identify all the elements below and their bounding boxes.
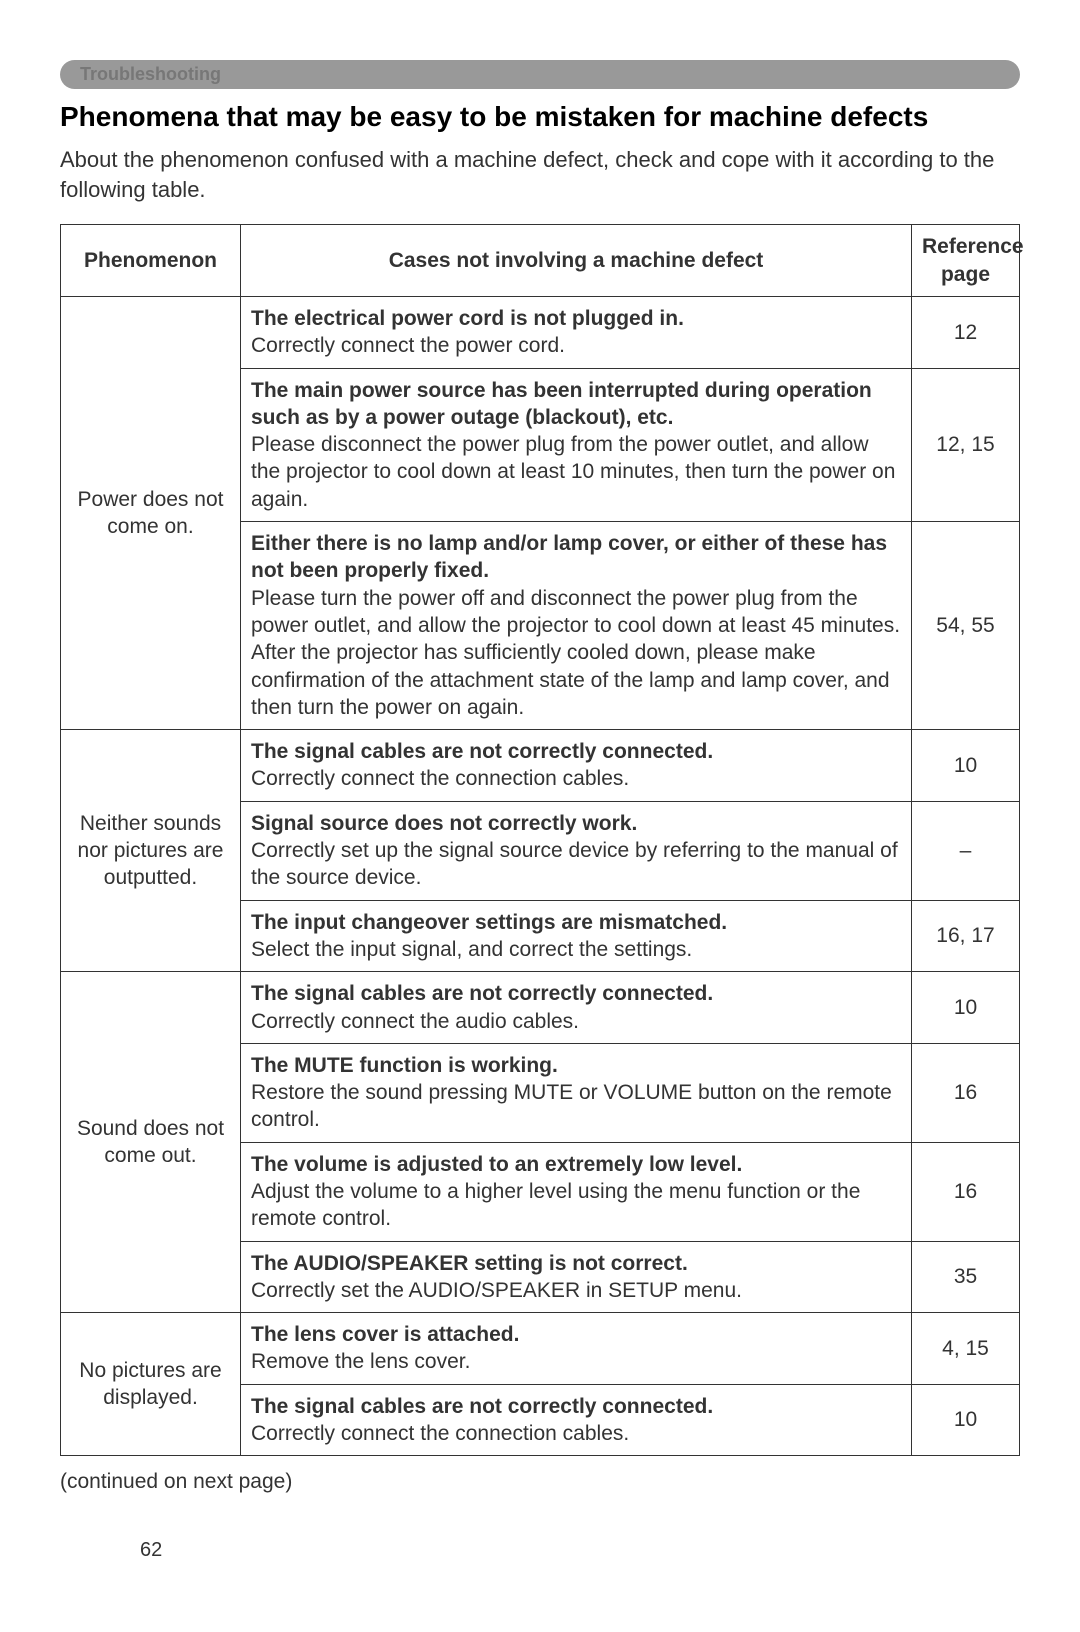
case-desc: Please disconnect the power plug from th… xyxy=(251,431,901,513)
case-desc: Restore the sound pressing MUTE or VOLUM… xyxy=(251,1079,901,1134)
case-desc: Please turn the power off and disconnect… xyxy=(251,585,901,721)
continued-text: (continued on next page) xyxy=(60,1470,1020,1494)
page-cell: 54, 55 xyxy=(912,522,1020,730)
phenomenon-cell: Neither sounds nor pictures are outputte… xyxy=(61,730,241,972)
page-cell: 12, 15 xyxy=(912,368,1020,521)
case-cell: Either there is no lamp and/or lamp cove… xyxy=(241,522,912,730)
th-phenomenon: Phenomenon xyxy=(61,225,241,297)
case-desc: Correctly set the AUDIO/SPEAKER in SETUP… xyxy=(251,1277,901,1304)
page-cell: 10 xyxy=(912,1384,1020,1456)
troubleshooting-table: Phenomenon Cases not involving a machine… xyxy=(60,224,1020,1456)
th-cases: Cases not involving a machine defect xyxy=(241,225,912,297)
table-header-row: Phenomenon Cases not involving a machine… xyxy=(61,225,1020,297)
table-row: Sound does not come out. The signal cabl… xyxy=(61,972,1020,1044)
page-cell: 4, 15 xyxy=(912,1313,1020,1385)
case-cell: The MUTE function is working. Restore th… xyxy=(241,1043,912,1142)
phenomenon-cell: Power does not come on. xyxy=(61,296,241,729)
section-tab: Troubleshooting xyxy=(60,60,1020,89)
case-bold: The volume is adjusted to an extremely l… xyxy=(251,1151,901,1178)
case-desc: Correctly connect the connection cables. xyxy=(251,765,901,792)
case-bold: The signal cables are not correctly conn… xyxy=(251,738,901,765)
case-desc: Correctly connect the connection cables. xyxy=(251,1420,901,1447)
page-heading: Phenomena that may be easy to be mistake… xyxy=(60,101,1020,133)
phenomenon-cell: Sound does not come out. xyxy=(61,972,241,1313)
case-bold: Signal source does not correctly work. xyxy=(251,810,901,837)
page-cell: 16, 17 xyxy=(912,900,1020,972)
case-desc: Remove the lens cover. xyxy=(251,1348,901,1375)
case-cell: The AUDIO/SPEAKER setting is not correct… xyxy=(241,1241,912,1313)
case-desc: Correctly connect the power cord. xyxy=(251,332,901,359)
case-cell: The signal cables are not correctly conn… xyxy=(241,1384,912,1456)
page-cell: – xyxy=(912,801,1020,900)
case-desc: Adjust the volume to a higher level usin… xyxy=(251,1178,901,1233)
page-number: 62 xyxy=(140,1539,162,1562)
case-cell: The electrical power cord is not plugged… xyxy=(241,296,912,368)
table-row: Neither sounds nor pictures are outputte… xyxy=(61,730,1020,802)
case-cell: The main power source has been interrupt… xyxy=(241,368,912,521)
case-desc: Correctly connect the audio cables. xyxy=(251,1008,901,1035)
case-bold: The electrical power cord is not plugged… xyxy=(251,305,901,332)
page-cell: 35 xyxy=(912,1241,1020,1313)
case-bold: The lens cover is attached. xyxy=(251,1321,901,1348)
case-bold: The signal cables are not correctly conn… xyxy=(251,980,901,1007)
th-page: Reference page xyxy=(912,225,1020,297)
intro-paragraph: About the phenomenon confused with a mac… xyxy=(60,145,1020,204)
case-desc: Select the input signal, and correct the… xyxy=(251,936,901,963)
section-tab-label: Troubleshooting xyxy=(80,64,221,84)
page-cell: 12 xyxy=(912,296,1020,368)
case-bold: The MUTE function is working. xyxy=(251,1052,901,1079)
case-cell: The input changeover settings are mismat… xyxy=(241,900,912,972)
page-cell: 10 xyxy=(912,730,1020,802)
case-bold: The signal cables are not correctly conn… xyxy=(251,1393,901,1420)
case-bold: The AUDIO/SPEAKER setting is not correct… xyxy=(251,1250,901,1277)
case-cell: The signal cables are not correctly conn… xyxy=(241,730,912,802)
case-cell: The lens cover is attached. Remove the l… xyxy=(241,1313,912,1385)
case-cell: The signal cables are not correctly conn… xyxy=(241,972,912,1044)
case-bold: The main power source has been interrupt… xyxy=(251,377,901,432)
case-bold: The input changeover settings are mismat… xyxy=(251,909,901,936)
case-desc: Correctly set up the signal source devic… xyxy=(251,837,901,892)
case-cell: The volume is adjusted to an extremely l… xyxy=(241,1142,912,1241)
case-cell: Signal source does not correctly work. C… xyxy=(241,801,912,900)
table-row: No pictures are displayed. The lens cove… xyxy=(61,1313,1020,1385)
page-cell: 16 xyxy=(912,1142,1020,1241)
page-cell: 16 xyxy=(912,1043,1020,1142)
page-cell: 10 xyxy=(912,972,1020,1044)
phenomenon-cell: No pictures are displayed. xyxy=(61,1313,241,1456)
table-row: Power does not come on. The electrical p… xyxy=(61,296,1020,368)
case-bold: Either there is no lamp and/or lamp cove… xyxy=(251,530,901,585)
